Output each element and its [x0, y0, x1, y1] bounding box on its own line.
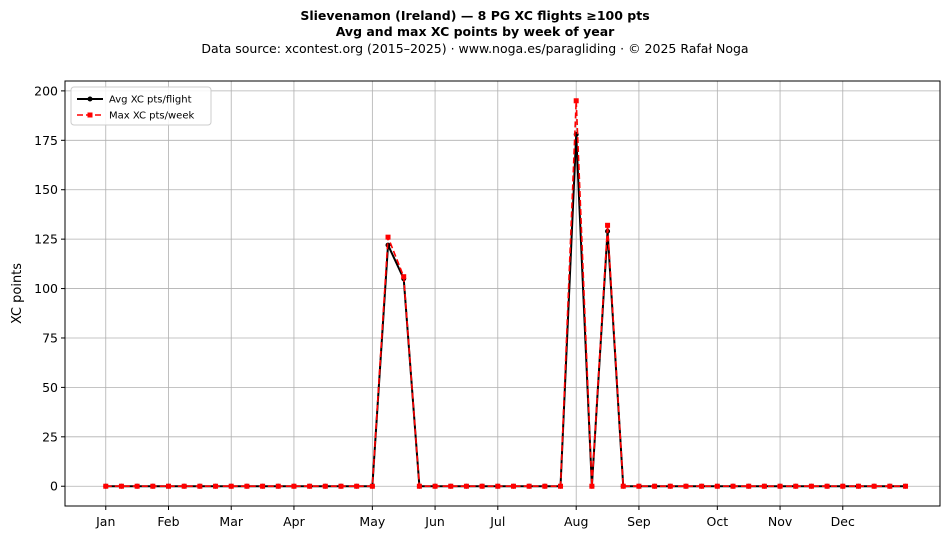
x-tick-label: Jul	[489, 514, 505, 529]
data-point-max	[401, 274, 407, 280]
data-point-max	[761, 483, 767, 489]
data-point-max	[620, 483, 626, 489]
data-point-max	[338, 483, 344, 489]
data-point-max	[432, 483, 438, 489]
data-point-max	[871, 483, 877, 489]
data-point-max	[354, 483, 360, 489]
x-tick-label: Dec	[831, 514, 855, 529]
data-point-max	[652, 483, 658, 489]
data-point-max	[746, 483, 752, 489]
data-point-max	[118, 483, 124, 489]
y-tick-label: 200	[34, 83, 58, 98]
y-tick-label: 50	[42, 380, 58, 395]
data-point-max	[150, 483, 156, 489]
data-point-max	[699, 483, 705, 489]
data-point-max	[385, 234, 391, 240]
legend: Avg XC pts/flight Max XC pts/week	[70, 86, 212, 126]
axes: 0 25 50 75 100 125 150 175 200 Jan Feb Mar Apr May Jun…	[10, 80, 941, 529]
data-point-max	[165, 483, 171, 489]
grid	[65, 81, 940, 506]
x-tick-label: Jan	[95, 514, 115, 529]
data-point-max	[542, 483, 548, 489]
x-tick-label: Apr	[283, 514, 305, 529]
data-point-max	[558, 483, 564, 489]
y-tick-label: 0	[50, 479, 58, 494]
x-tick-label: Jun	[424, 514, 445, 529]
data-point-max	[369, 483, 375, 489]
data-point-max	[903, 483, 909, 489]
y-axis-label: XC points	[10, 263, 25, 324]
y-tick-label: 175	[34, 133, 58, 148]
data-point-max	[244, 483, 250, 489]
data-point-max	[291, 483, 297, 489]
data-point-max	[260, 483, 266, 489]
series-line	[105, 99, 906, 488]
data-point-max	[479, 483, 485, 489]
series	[103, 98, 909, 489]
y-tick-label: 150	[34, 182, 58, 197]
y-tick-label: 25	[42, 429, 58, 444]
data-point-max	[197, 483, 203, 489]
data-point-max	[855, 483, 861, 489]
chart-subtitle: Avg and max XC points by week of year	[335, 24, 615, 39]
legend-swatch-marker	[87, 112, 93, 118]
data-point-max	[714, 483, 720, 489]
data-point-max	[307, 483, 313, 489]
data-source-line: Data source: xcontest.org (2015–2025) · …	[201, 41, 749, 56]
chart-title: Slievenamon (Ireland) — 8 PG XC flights …	[300, 8, 650, 23]
data-point-max	[730, 483, 736, 489]
data-point-max	[495, 483, 501, 489]
data-point-max	[683, 483, 689, 489]
y-tick-label: 75	[42, 330, 58, 345]
data-point-max	[181, 483, 187, 489]
data-point-max	[448, 483, 454, 489]
y-tick-label: 125	[34, 232, 58, 247]
data-point-max	[667, 483, 673, 489]
data-point-max	[213, 483, 219, 489]
x-tick-label: May	[359, 514, 385, 529]
data-point-max	[322, 483, 328, 489]
data-point-max	[840, 483, 846, 489]
series-line	[105, 133, 906, 488]
data-point-max	[573, 98, 579, 104]
data-point-max	[589, 483, 595, 489]
data-point-max	[463, 483, 469, 489]
x-tick-label: Sep	[627, 514, 651, 529]
plot-frame	[64, 80, 941, 507]
data-point-max	[510, 483, 516, 489]
data-point-max	[777, 483, 783, 489]
data-point-max	[416, 483, 422, 489]
data-point-max	[228, 483, 234, 489]
data-point-max	[605, 222, 611, 228]
data-point-max	[134, 483, 140, 489]
legend-label: Max XC pts/week	[109, 111, 194, 122]
x-tick-label: Feb	[157, 514, 179, 529]
x-tick-label: Mar	[219, 514, 243, 529]
data-point-max	[526, 483, 532, 489]
x-tick-label: Nov	[768, 514, 793, 529]
legend-swatch-marker	[87, 96, 93, 102]
x-tick-label: Aug	[564, 514, 588, 529]
x-tick-label: Oct	[707, 514, 729, 529]
y-tick-label: 100	[34, 281, 58, 296]
chart-title-block: Slievenamon (Ireland) — 8 PG XC flights …	[0, 8, 950, 57]
data-point-max	[808, 483, 814, 489]
legend-label: Avg XC pts/flight	[109, 95, 192, 106]
legend-box	[70, 86, 212, 126]
data-point-max	[275, 483, 281, 489]
data-point-max	[636, 483, 642, 489]
data-point-max	[887, 483, 893, 489]
data-point-max	[793, 483, 799, 489]
data-point-max	[824, 483, 830, 489]
data-point-max	[103, 483, 109, 489]
